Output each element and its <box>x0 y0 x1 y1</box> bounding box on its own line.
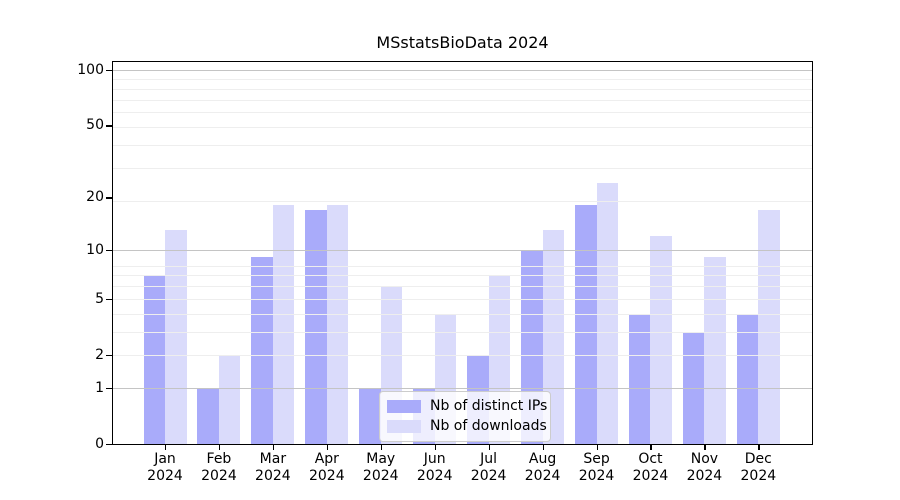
x-axis-tick-mark <box>272 444 275 450</box>
x-axis-label: Feb 2024 <box>201 451 237 484</box>
bar-distinct-ips <box>736 313 759 444</box>
gridline-minor <box>113 201 812 203</box>
bar-distinct-ips <box>575 205 597 444</box>
legend-entry-distinct-ips: Nb of distinct IPs <box>380 396 550 416</box>
gridline-minor <box>113 99 812 101</box>
x-axis-label: Aug 2024 <box>524 451 561 484</box>
gridline-minor <box>113 286 812 288</box>
gridline-minor <box>113 112 812 114</box>
y-axis-tick-mark <box>106 69 113 72</box>
y-axis-tick-label: 0 <box>95 436 104 452</box>
gridline-minor <box>113 313 812 315</box>
plot-area: Nb of distinct IPs Nb of downloads <box>112 61 813 445</box>
bar-downloads <box>218 354 241 444</box>
x-axis-tick-mark <box>218 444 221 450</box>
bar-downloads <box>650 236 672 444</box>
gridline-minor <box>113 298 812 300</box>
x-axis-label: Nov 2024 <box>686 451 723 484</box>
x-axis-label: Mar 2024 <box>255 451 291 484</box>
gridline-minor <box>113 168 812 170</box>
y-axis-tick-label: 10 <box>86 241 104 258</box>
y-axis-tick-label: 20 <box>86 189 104 206</box>
x-axis-label: Dec 2024 <box>740 451 777 484</box>
x-axis-label: Jul 2024 <box>470 451 507 484</box>
gridline-minor <box>113 354 812 356</box>
bar-downloads <box>758 209 780 444</box>
gridline-major <box>113 249 812 251</box>
x-axis-tick-mark <box>434 444 437 450</box>
x-axis-label: Apr 2024 <box>308 451 345 484</box>
bar-downloads <box>165 230 187 444</box>
x-axis-tick-mark <box>488 444 491 450</box>
x-axis-label: Jan 2024 <box>147 451 183 484</box>
y-axis-tick-mark <box>106 354 113 357</box>
bar-downloads <box>704 257 726 444</box>
gridline-minor <box>113 275 812 277</box>
x-axis-tick-mark <box>704 444 706 450</box>
gridline-major <box>113 387 812 389</box>
legend-swatch-distinct-ips-icon <box>387 399 421 413</box>
y-axis-tick-mark <box>106 298 113 301</box>
x-axis-tick-mark <box>758 444 760 450</box>
legend-entry-downloads: Nb of downloads <box>380 416 550 436</box>
y-axis-tick-label: 2 <box>95 346 104 363</box>
x-axis-label: Jun 2024 <box>416 451 453 484</box>
chart-title: MSstatsBioData 2024 <box>376 33 549 52</box>
legend: Nb of distinct IPs Nb of downloads <box>379 391 551 442</box>
y-axis-tick-label: 100 <box>77 61 104 78</box>
x-axis-tick-mark <box>650 444 652 450</box>
x-axis-tick-mark <box>596 444 598 450</box>
bar-distinct-ips <box>628 313 651 444</box>
gridline-minor <box>113 88 812 90</box>
bar-distinct-ips <box>251 257 273 444</box>
y-axis-tick-mark <box>106 387 113 390</box>
gridline-minor <box>113 79 812 81</box>
gridline-minor <box>113 145 812 147</box>
y-axis-tick-mark <box>106 197 113 199</box>
y-axis-tick-label: 5 <box>95 290 104 307</box>
x-axis-label: May 2024 <box>362 451 399 484</box>
y-axis-tick-mark <box>106 444 113 446</box>
x-axis-tick-mark <box>326 444 329 450</box>
x-axis-label: Sep 2024 <box>578 451 615 484</box>
y-axis-tick-label: 1 <box>95 379 104 396</box>
bar-distinct-ips <box>305 209 327 444</box>
gridline-major <box>113 69 812 71</box>
gridline-minor <box>113 265 812 267</box>
legend-swatch-downloads-icon <box>387 419 421 433</box>
bar-downloads <box>542 230 565 444</box>
legend-label-downloads: Nb of downloads <box>430 418 547 434</box>
bar-distinct-ips <box>359 387 381 444</box>
y-axis-tick-label: 50 <box>86 117 104 134</box>
x-axis-label: Oct 2024 <box>632 451 669 484</box>
bar-downloads <box>272 205 295 444</box>
bar-distinct-ips <box>197 387 219 444</box>
bar-downloads <box>326 205 349 444</box>
x-axis-tick-mark <box>542 444 544 450</box>
gridline-minor <box>113 331 812 333</box>
legend-label-distinct-ips: Nb of distinct IPs <box>430 398 548 414</box>
gridline-minor <box>113 126 812 128</box>
y-axis-tick-mark <box>106 125 113 127</box>
x-axis-tick-mark <box>380 444 383 450</box>
bar-distinct-ips <box>143 275 165 444</box>
y-axis-tick-mark <box>106 249 113 252</box>
x-axis-tick-mark <box>165 444 167 450</box>
